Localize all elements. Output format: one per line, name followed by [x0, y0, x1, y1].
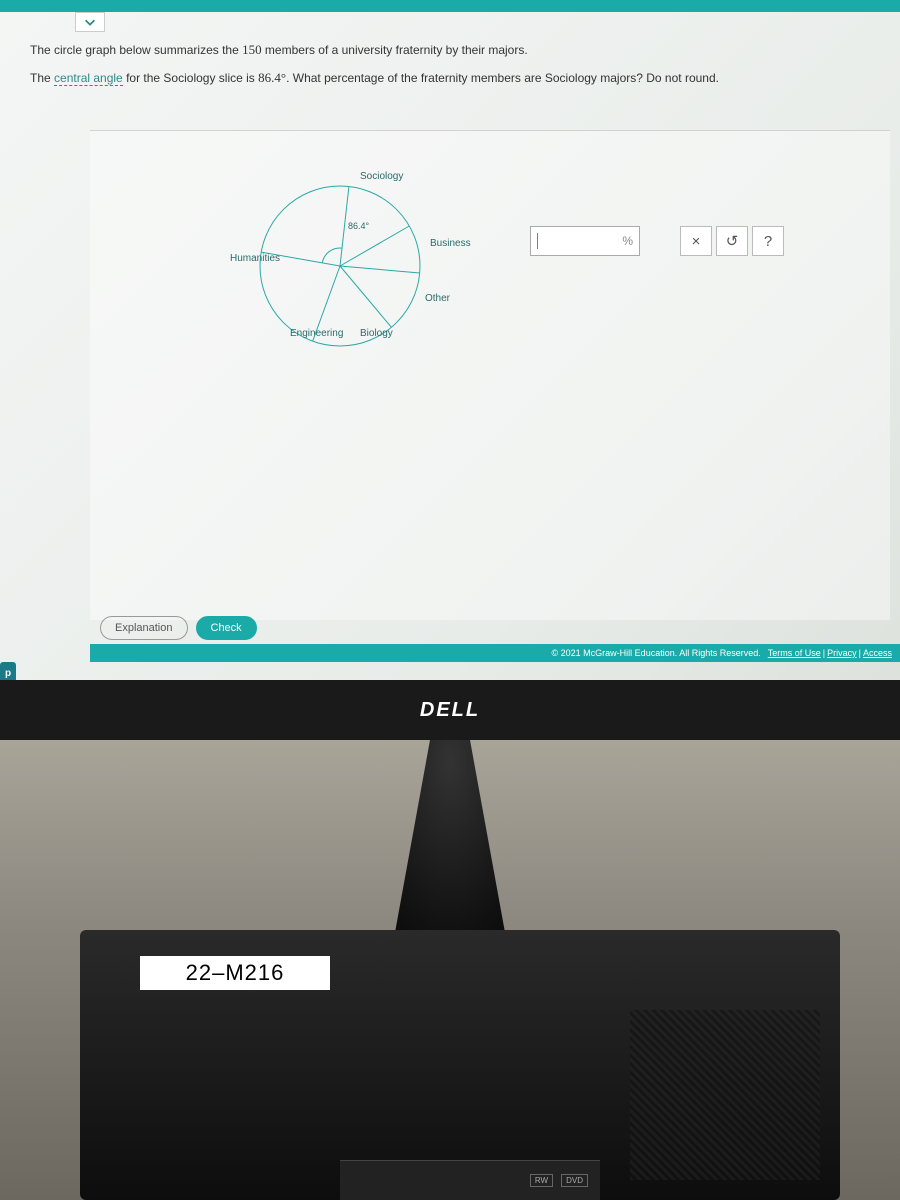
svg-text:Humanities: Humanities: [230, 253, 280, 264]
central-angle-link[interactable]: central angle: [54, 71, 123, 86]
pc-vents: [630, 1010, 820, 1180]
desk: 22–M216 RW DVD: [0, 740, 900, 1200]
svg-text:Other: Other: [425, 293, 451, 304]
percent-label: %: [622, 234, 633, 248]
access-link[interactable]: Access: [863, 648, 892, 658]
reset-button[interactable]: ↺: [716, 226, 748, 256]
explanation-button[interactable]: Explanation: [100, 616, 188, 640]
collapse-toggle[interactable]: [75, 12, 105, 32]
monitor-bezel: DELL: [0, 680, 900, 740]
drive-badge-dvd: DVD: [561, 1174, 588, 1187]
privacy-link[interactable]: Privacy: [827, 648, 857, 658]
svg-text:Sociology: Sociology: [360, 171, 403, 182]
pc-tower: 22–M216 RW DVD: [80, 930, 840, 1200]
q1-total: 150: [242, 42, 262, 57]
q1-post: members of a university fraternity by th…: [262, 43, 528, 57]
chevron-down-icon: [83, 15, 97, 29]
optical-drive: RW DVD: [340, 1160, 600, 1200]
svg-text:Business: Business: [430, 238, 471, 249]
q2-angle: 86.4°: [258, 70, 286, 85]
q2-mid: for the Sociology slice is: [123, 71, 258, 85]
question-text: The circle graph below summarizes the 15…: [30, 40, 890, 95]
q1-pre: The circle graph below summarizes the: [30, 43, 242, 57]
monitor-brand-logo: DELL: [420, 699, 480, 722]
answer-actions: × ↺ ?: [680, 226, 784, 256]
help-button[interactable]: ?: [752, 226, 784, 256]
drive-badge-rw: RW: [530, 1174, 553, 1187]
monitor-stand: [350, 740, 550, 960]
clear-button[interactable]: ×: [680, 226, 712, 256]
q2-pre: The: [30, 71, 54, 85]
screen: The circle graph below summarizes the 15…: [0, 0, 900, 680]
copyright-text: © 2021 McGraw-Hill Education. All Rights…: [552, 648, 761, 658]
terms-link[interactable]: Terms of Use: [768, 648, 821, 658]
q2-post: . What percentage of the fraternity memb…: [286, 71, 719, 85]
content-panel: SociologyBusinessOtherBiologyEngineering…: [90, 130, 890, 620]
svg-text:Biology: Biology: [360, 328, 393, 339]
check-button[interactable]: Check: [196, 616, 257, 640]
text-cursor: [537, 233, 538, 249]
pc-asset-label: 22–M216: [140, 956, 330, 990]
app-top-bar: [0, 0, 900, 12]
svg-text:86.4°: 86.4°: [348, 221, 370, 231]
footer: © 2021 McGraw-Hill Education. All Rights…: [90, 644, 900, 662]
bottom-buttons: Explanation Check: [100, 616, 257, 640]
pie-chart: SociologyBusinessOtherBiologyEngineering…: [220, 161, 470, 361]
answer-input[interactable]: %: [530, 226, 640, 256]
